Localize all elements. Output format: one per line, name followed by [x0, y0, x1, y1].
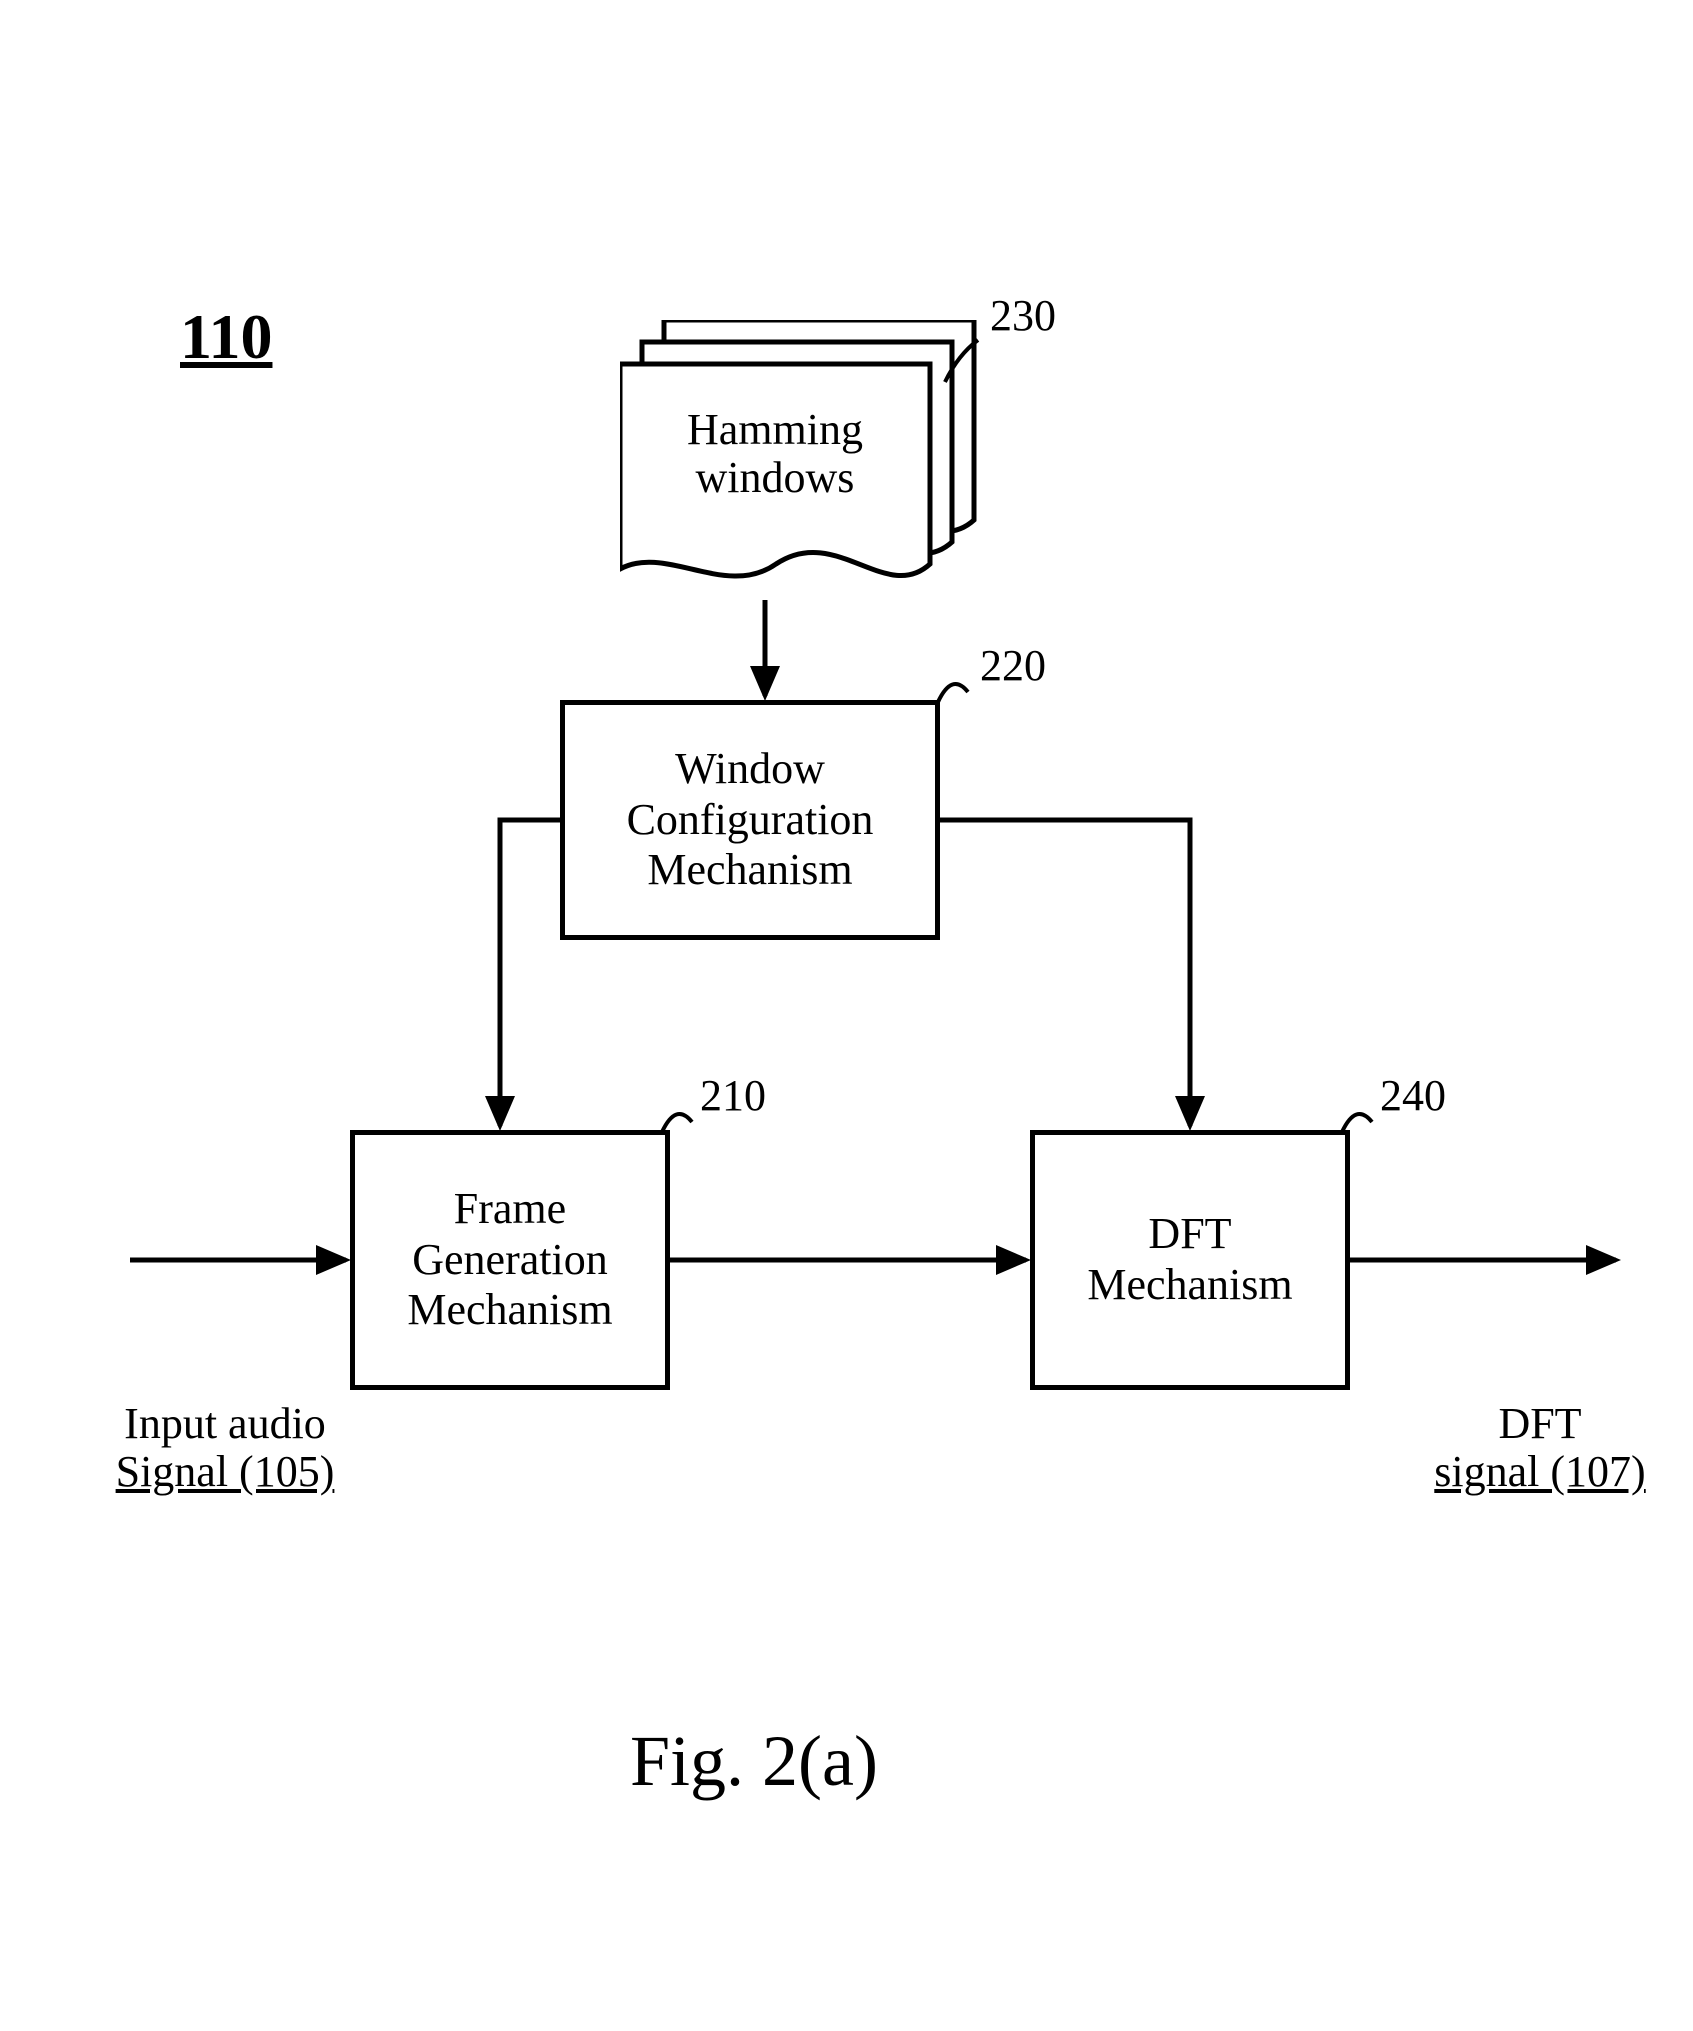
output-signal-label: DFT signal (107): [1430, 1400, 1650, 1497]
ref-frame-generation: 210: [700, 1070, 766, 1121]
input-signal-label: Input audio Signal (105): [105, 1400, 345, 1497]
diagram-number: 110: [180, 300, 272, 374]
ref-window-config: 220: [980, 640, 1046, 691]
ref-hamming: 230: [990, 290, 1056, 341]
diagram-canvas: 110 Hamming windows Window Configuration…: [0, 0, 1693, 2031]
hamming-windows-block: Hamming windows: [620, 320, 974, 594]
output-line1: DFT: [1498, 1399, 1581, 1448]
frame-generation-block: Frame Generation Mechanism: [350, 1130, 670, 1390]
ref-dft: 240: [1380, 1070, 1446, 1121]
output-line2: signal (107): [1434, 1447, 1645, 1496]
hamming-windows-label: Hamming windows: [620, 364, 930, 544]
input-line2: Signal (105): [116, 1447, 335, 1496]
window-config-block: Window Configuration Mechanism: [560, 700, 940, 940]
figure-caption: Fig. 2(a): [630, 1720, 878, 1803]
input-line1: Input audio: [124, 1399, 326, 1448]
dft-mechanism-block: DFT Mechanism: [1030, 1130, 1350, 1390]
